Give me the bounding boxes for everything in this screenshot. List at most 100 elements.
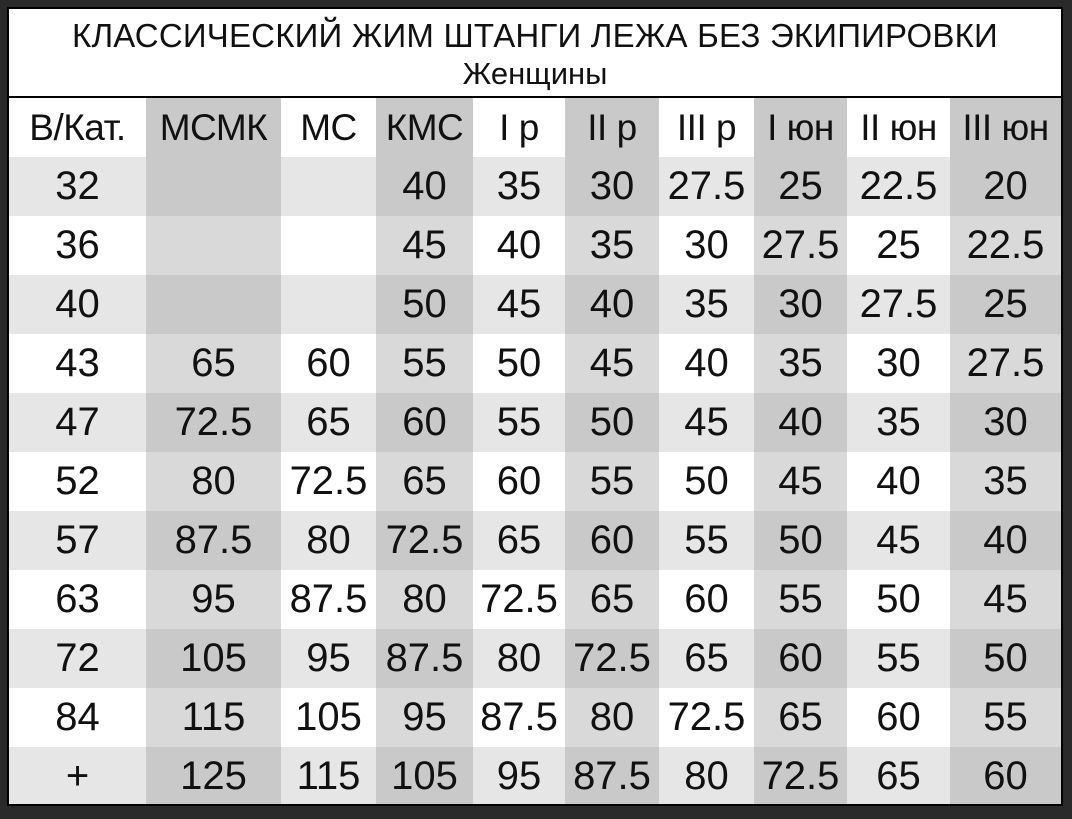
table-body: 32 40 35 30 27.5 25 22.5 20 36 45 40 35 30 27.5 25 22.5… [9, 157, 1061, 804]
standard-value-cell: 60 [376, 393, 473, 452]
standard-value-cell: 87.5 [376, 629, 473, 688]
weight-class-cell: 72 [9, 629, 146, 688]
page-subtitle: Женщины [462, 56, 608, 91]
standard-value-cell: 105 [376, 747, 473, 804]
standards-sheet: КЛАССИЧЕСКИЙ ЖИМ ШТАНГИ ЛЕЖА БЕЗ ЭКИПИРО… [7, 7, 1063, 806]
table-row: 63 95 87.5 80 72.5 65 60 55 50 45 [9, 570, 1061, 629]
standard-value-cell: 25 [950, 275, 1061, 334]
standard-value-cell: 80 [565, 688, 659, 747]
column-header: I юн [754, 98, 847, 157]
standard-value-cell: 40 [473, 216, 565, 275]
standard-value-cell: 95 [146, 570, 281, 629]
column-header: МС [281, 98, 376, 157]
weight-class-cell: 52 [9, 452, 146, 511]
standard-value-cell: 35 [565, 216, 659, 275]
weight-class-cell: + [9, 747, 146, 804]
standard-value-cell: 30 [950, 393, 1061, 452]
standard-value-cell: 80 [473, 629, 565, 688]
standard-value-cell: 95 [473, 747, 565, 804]
standard-value-cell: 50 [565, 393, 659, 452]
standard-value-cell: 60 [659, 570, 754, 629]
standard-value-cell [281, 275, 376, 334]
standard-value-cell: 80 [659, 747, 754, 804]
standard-value-cell: 45 [950, 570, 1061, 629]
standard-value-cell: 40 [847, 452, 950, 511]
table-row: 84 115 105 95 87.5 80 72.5 65 60 55 [9, 688, 1061, 747]
column-header: I р [473, 98, 565, 157]
table-row: 43 65 60 55 50 45 40 35 30 27.5 [9, 334, 1061, 393]
standard-value-cell: 65 [754, 688, 847, 747]
table-row: 36 45 40 35 30 27.5 25 22.5 [9, 216, 1061, 275]
column-header: МСМК [146, 98, 281, 157]
standard-value-cell [281, 216, 376, 275]
standard-value-cell: 20 [950, 157, 1061, 216]
standard-value-cell: 80 [281, 511, 376, 570]
weight-class-cell: 63 [9, 570, 146, 629]
table-row: +125 115 105 95 87.5 80 72.5 65 60 [9, 747, 1061, 804]
standard-value-cell: 65 [659, 629, 754, 688]
standard-value-cell: 60 [754, 629, 847, 688]
column-header: II юн [847, 98, 950, 157]
standard-value-cell: 55 [950, 688, 1061, 747]
table-row: 40 50 45 40 35 30 27.5 25 [9, 275, 1061, 334]
standard-value-cell: 65 [473, 511, 565, 570]
standard-value-cell: 30 [754, 275, 847, 334]
table-row: 47 72.5 65 60 55 50 45 40 35 30 [9, 393, 1061, 452]
standard-value-cell: 115 [146, 688, 281, 747]
standard-value-cell: 72.5 [754, 747, 847, 804]
standard-value-cell: 105 [146, 629, 281, 688]
standard-value-cell: 27.5 [754, 216, 847, 275]
standard-value-cell: 55 [754, 570, 847, 629]
table-row: 52 80 72.5 65 60 55 50 45 40 35 [9, 452, 1061, 511]
standard-value-cell: 50 [847, 570, 950, 629]
column-header: III юн [950, 98, 1061, 157]
standard-value-cell: 50 [659, 452, 754, 511]
standard-value-cell: 72.5 [565, 629, 659, 688]
standard-value-cell: 87.5 [281, 570, 376, 629]
standard-value-cell: 55 [565, 452, 659, 511]
weight-class-cell: 36 [9, 216, 146, 275]
standard-value-cell: 87.5 [565, 747, 659, 804]
standard-value-cell: 65 [146, 334, 281, 393]
column-header: III р [659, 98, 754, 157]
standard-value-cell: 72.5 [146, 393, 281, 452]
standard-value-cell: 45 [754, 452, 847, 511]
standard-value-cell: 115 [281, 747, 376, 804]
page-title: КЛАССИЧЕСКИЙ ЖИМ ШТАНГИ ЛЕЖА БЕЗ ЭКИПИРО… [72, 17, 998, 54]
weight-class-cell: 47 [9, 393, 146, 452]
standard-value-cell: 35 [473, 157, 565, 216]
standard-value-cell [146, 275, 281, 334]
standard-value-cell: 45 [473, 275, 565, 334]
title-block: КЛАССИЧЕСКИЙ ЖИМ ШТАНГИ ЛЕЖА БЕЗ ЭКИПИРО… [9, 9, 1061, 98]
table-row: 57 87.5 80 72.5 65 60 55 50 45 40 [9, 511, 1061, 570]
standard-value-cell [281, 157, 376, 216]
standard-value-cell: 105 [281, 688, 376, 747]
standard-value-cell: 55 [473, 393, 565, 452]
standard-value-cell: 55 [376, 334, 473, 393]
standard-value-cell: 80 [376, 570, 473, 629]
standard-value-cell: 65 [847, 747, 950, 804]
weight-class-cell: 57 [9, 511, 146, 570]
standard-value-cell: 87.5 [146, 511, 281, 570]
standard-value-cell: 95 [281, 629, 376, 688]
standard-value-cell: 55 [847, 629, 950, 688]
standard-value-cell: 125 [146, 747, 281, 804]
standard-value-cell: 27.5 [659, 157, 754, 216]
standard-value-cell: 35 [659, 275, 754, 334]
standard-value-cell: 60 [565, 511, 659, 570]
standard-value-cell: 72.5 [281, 452, 376, 511]
standard-value-cell: 22.5 [847, 157, 950, 216]
standard-value-cell: 40 [659, 334, 754, 393]
standard-value-cell: 40 [376, 157, 473, 216]
standard-value-cell: 27.5 [950, 334, 1061, 393]
weight-class-cell: 40 [9, 275, 146, 334]
standard-value-cell: 50 [950, 629, 1061, 688]
standard-value-cell: 25 [847, 216, 950, 275]
standard-value-cell: 50 [473, 334, 565, 393]
standard-value-cell: 65 [565, 570, 659, 629]
standard-value-cell: 72.5 [659, 688, 754, 747]
column-header: В/Кат. [9, 98, 146, 157]
standard-value-cell: 72.5 [376, 511, 473, 570]
standard-value-cell: 65 [376, 452, 473, 511]
